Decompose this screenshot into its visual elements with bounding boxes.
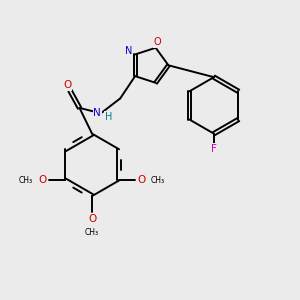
Text: O: O — [39, 176, 47, 185]
Text: O: O — [153, 37, 161, 47]
Text: CH₃: CH₃ — [19, 176, 33, 185]
Text: O: O — [137, 176, 146, 185]
Text: N: N — [94, 108, 101, 118]
Text: CH₃: CH₃ — [151, 176, 165, 185]
Text: O: O — [88, 214, 96, 224]
Text: H: H — [105, 112, 112, 122]
Text: F: F — [211, 144, 217, 154]
Text: CH₃: CH₃ — [85, 228, 99, 237]
Text: N: N — [125, 46, 132, 56]
Text: O: O — [63, 80, 71, 90]
